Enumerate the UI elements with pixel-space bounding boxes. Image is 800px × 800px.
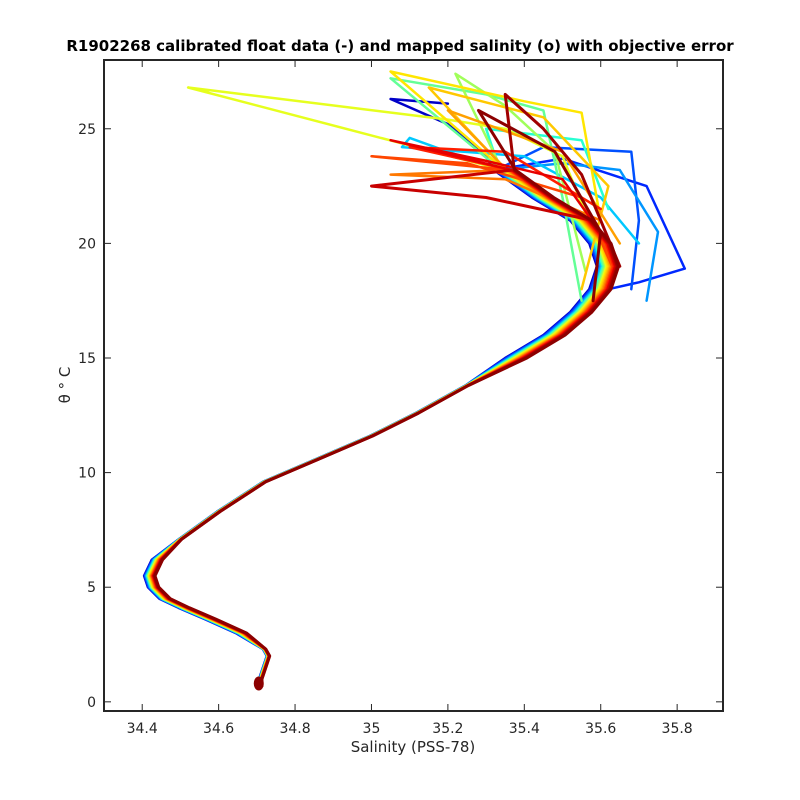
y-tick-label: 0 [87, 695, 96, 711]
x-axis-label: Salinity (PSS-78) [351, 738, 476, 756]
x-tick-label: 35.8 [662, 721, 693, 737]
profile-line [153, 108, 621, 688]
y-tick-label: 25 [78, 122, 96, 138]
y-tick-label: 15 [78, 351, 96, 367]
y-axis-ticks: 0 5 10 15 20 25 [78, 122, 723, 711]
mapped-salinity-marker [253, 676, 264, 691]
y-tick-label: 10 [78, 466, 96, 482]
x-tick-label: 35.4 [509, 721, 540, 737]
x-tick-label: 35.6 [585, 721, 616, 737]
y-tick-label: 20 [78, 236, 96, 252]
x-tick-label: 35 [363, 721, 381, 737]
plot-frame [103, 59, 724, 712]
plot-area [104, 60, 723, 711]
y-tick-label: 5 [87, 580, 96, 596]
x-axis-ticks: 34.4 34.6 34.8 35 35.2 35.4 35.6 35.8 [127, 60, 693, 737]
x-tick-label: 34.8 [279, 721, 310, 737]
x-tick-label: 34.6 [203, 721, 234, 737]
profile-lines [142, 70, 687, 691]
x-tick-label: 34.4 [127, 721, 158, 737]
chart-title: R1902268 calibrated float data (-) and m… [66, 37, 734, 55]
y-axis-label: θ ° C [56, 367, 74, 404]
x-tick-label: 35.2 [432, 721, 463, 737]
